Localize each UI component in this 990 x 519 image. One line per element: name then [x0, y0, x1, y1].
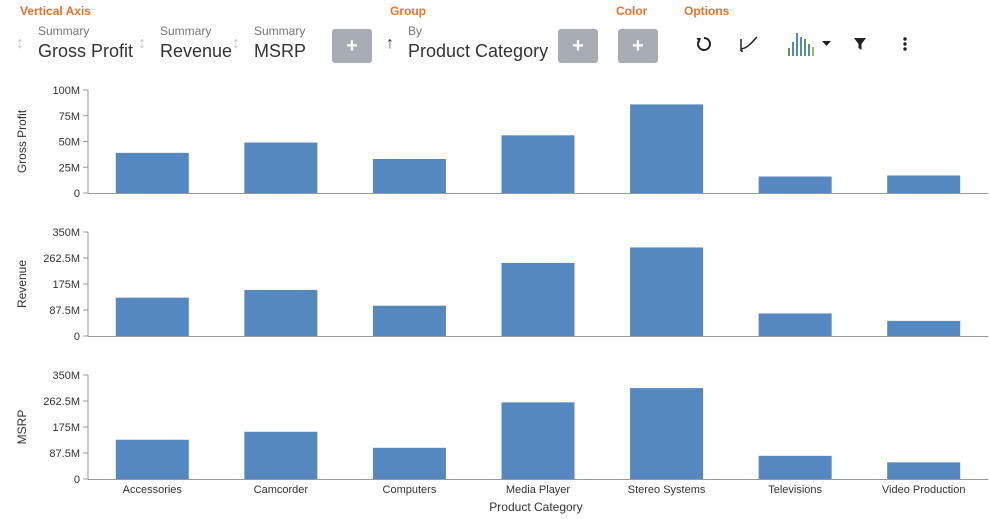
field-msrp[interactable]: Summary MSRP — [254, 24, 306, 64]
add-vertical-axis-button[interactable]: + — [332, 29, 372, 63]
bar — [501, 135, 575, 193]
options-section-label: Options — [684, 4, 730, 18]
field-product-category[interactable]: By Product Category — [408, 24, 548, 64]
bar — [887, 320, 961, 336]
field-sub-label: Summary — [38, 24, 90, 38]
bar — [887, 462, 961, 479]
y-tick-label: 350M — [52, 370, 80, 382]
x-tick-label: Video Production — [882, 484, 966, 496]
field-sub-label: By — [408, 24, 423, 38]
y-tick-label: 0 — [74, 474, 80, 486]
sort-icon[interactable]: ↕ — [232, 35, 240, 52]
bar — [372, 159, 446, 193]
y-tick-label: 87.5M — [49, 448, 80, 460]
y-tick-label: 350M — [52, 227, 80, 239]
color-section-label: Color — [616, 4, 648, 18]
x-tick-label: Accessories — [123, 484, 183, 496]
bar — [758, 176, 832, 193]
vertical-axis-section-label: Vertical Axis — [20, 4, 91, 18]
x-tick-label: Media Player — [506, 484, 571, 496]
y-axis-title: Gross Profit — [15, 109, 29, 173]
bar — [630, 388, 704, 479]
y-tick-label: 0 — [74, 188, 80, 200]
field-sub-label: Summary — [160, 24, 212, 38]
field-gross-profit[interactable]: Summary Gross Profit — [38, 24, 133, 64]
bar — [630, 247, 704, 336]
bar — [115, 297, 189, 336]
sort-icon[interactable]: ↕ — [16, 35, 24, 52]
bar — [758, 313, 832, 336]
field-main-label: MSRP — [254, 41, 307, 61]
y-tick-label: 175M — [52, 279, 80, 291]
bar — [372, 447, 446, 479]
x-tick-label: Camcorder — [254, 484, 309, 496]
field-sub-label: Summary — [254, 24, 306, 38]
y-tick-label: 262.5M — [43, 396, 80, 408]
bar — [887, 175, 961, 193]
y-tick-label: 87.5M — [49, 305, 80, 317]
y-tick-label: 262.5M — [43, 253, 80, 265]
y-axis-title: MSRP — [15, 410, 29, 445]
bar — [244, 431, 318, 479]
bar — [115, 439, 189, 479]
y-axis-title: Revenue — [15, 260, 29, 308]
y-tick-label: 175M — [52, 422, 80, 434]
y-tick-label: 100M — [52, 85, 80, 97]
group-section-label: Group — [390, 4, 426, 18]
y-tick-label: 25M — [59, 162, 80, 174]
sort-ascending-icon[interactable]: ↑ — [386, 35, 394, 52]
field-revenue[interactable]: Summary Revenue — [160, 24, 232, 64]
x-tick-label: Computers — [383, 484, 437, 496]
x-tick-label: Stereo Systems — [628, 484, 706, 496]
chart-type-icon[interactable] — [784, 30, 834, 58]
filter-icon[interactable] — [850, 30, 870, 58]
bar — [501, 262, 575, 336]
x-axis-title: Product Category — [489, 500, 582, 514]
y-tick-label: 75M — [59, 111, 80, 123]
field-main-label: Gross Profit — [38, 41, 134, 61]
add-group-button[interactable]: + — [558, 29, 598, 63]
bar — [501, 402, 575, 479]
field-main-label: Product Category — [408, 41, 549, 61]
y-tick-label: 0 — [74, 331, 80, 343]
sort-icon[interactable]: ↕ — [138, 35, 146, 52]
bar — [372, 305, 446, 336]
x-tick-label: Televisions — [768, 484, 822, 496]
curve-icon[interactable] — [736, 30, 762, 58]
bar — [244, 142, 318, 193]
bar — [244, 289, 318, 336]
bar — [758, 455, 832, 479]
add-color-button[interactable]: + — [618, 29, 658, 63]
bar — [115, 152, 189, 193]
more-icon[interactable] — [896, 30, 914, 58]
bar — [630, 104, 704, 193]
reset-icon[interactable] — [692, 30, 716, 58]
y-tick-label: 50M — [59, 137, 80, 149]
field-main-label: Revenue — [160, 41, 233, 61]
